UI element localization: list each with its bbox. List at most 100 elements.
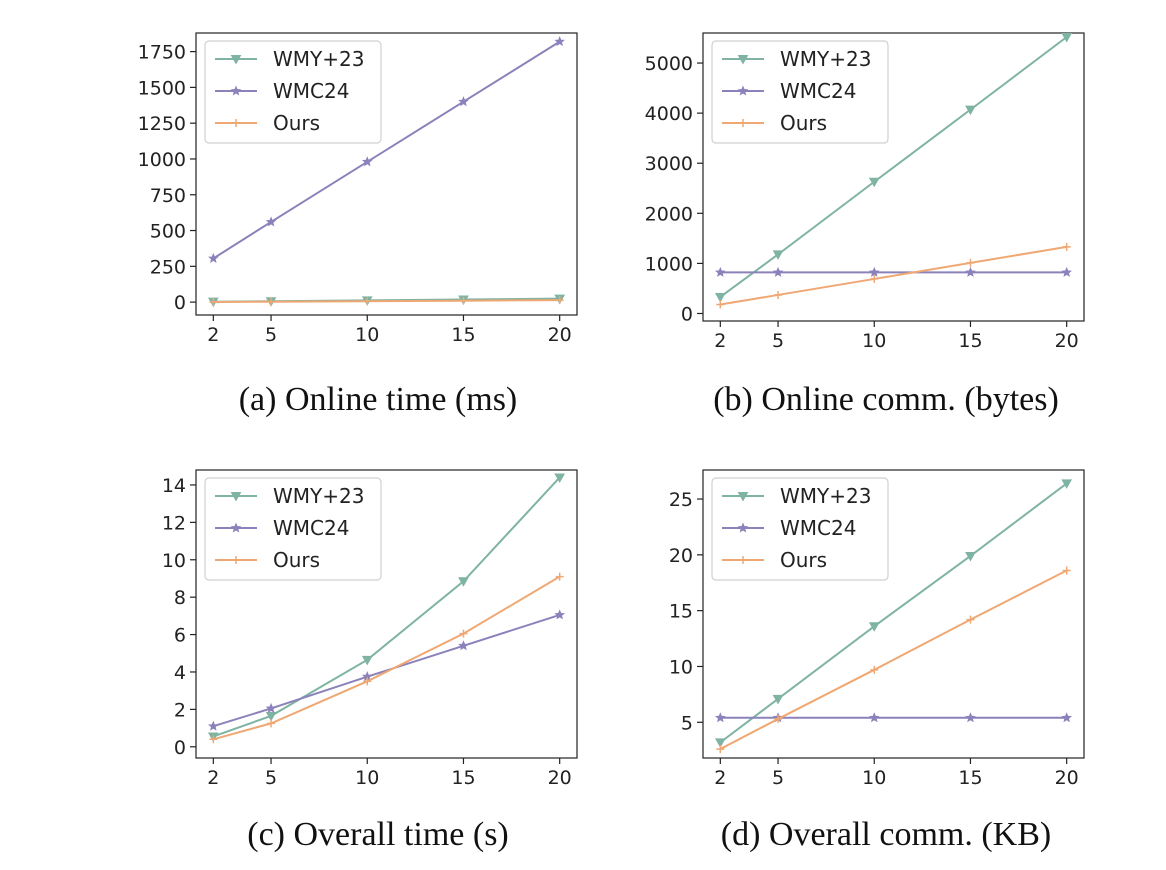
series-wmy-23 [714,33,1073,303]
x-tick-label: 2 [714,767,726,789]
legend: WMY+23 WMC24 Ours [204,477,382,581]
data-point [870,665,879,674]
chart-panel-2: 0 1000 2000 3000 4000 5000 2 5 10 15 20 WMY+23 WMC24… [645,32,1085,418]
series-wmy-23 [714,479,1073,748]
legend-label: Ours [273,111,320,135]
legend-marker [230,55,242,65]
series-ours [716,242,1071,309]
plot-frame [195,469,578,759]
data-point [209,297,218,306]
data-point [458,577,469,587]
x-tick-label: 10 [355,767,379,789]
y-tick-label: 14 [162,475,186,497]
data-point [267,719,276,728]
y-tick-label: 4000 [645,103,693,125]
series-wmc24 [715,266,1072,277]
x-tick-label: 20 [548,324,572,346]
data-point [209,735,218,744]
data-point [1061,33,1073,43]
x-tick-label: 15 [958,330,982,352]
series-wmc24 [715,712,1072,723]
y-tick-label: 1750 [138,42,186,64]
data-point [774,290,783,299]
plot-frame [195,32,578,316]
legend-box [204,477,382,581]
data-point [554,36,565,47]
data-point [458,96,469,107]
x-tick-label: 15 [451,324,475,346]
data-point [965,266,976,277]
data-point [265,702,277,713]
data-point [715,712,726,723]
legend-label: WMY+23 [780,484,871,508]
data-point [870,274,879,283]
y-tick-label: 2000 [645,203,693,225]
legend-marker [739,119,747,127]
series-line [719,569,1068,750]
y-tick-label: 5 [681,712,693,734]
legend-marker [230,85,242,96]
data-point [1061,712,1072,723]
x-tick-label: 10 [862,767,886,789]
data-point [966,258,975,267]
data-point [1062,566,1071,575]
legend-label: WMY+23 [273,484,364,508]
legend-marker [737,492,749,502]
y-tick-label: 4 [174,662,186,684]
data-point [965,712,976,723]
legend-label: WMC24 [780,79,856,103]
x-tick-label: 15 [451,767,475,789]
y-tick-label: 500 [150,221,186,243]
legend-box [204,40,382,144]
data-point [965,105,976,116]
legend: WMY+23 WMC24 Ours [711,40,889,144]
y-tick-label: 0 [174,737,186,759]
y-tick-label: 5000 [645,53,693,75]
chart-panel-1: 0 250 500 750 1000 1250 1500 1750 2 5 10 15 20 WMY+23… [138,32,578,418]
data-point [459,296,468,305]
x-tick-label: 10 [862,330,886,352]
data-point [1061,479,1073,489]
legend-box [711,477,889,581]
data-point [716,300,725,309]
legend-marker [737,55,749,65]
data-point [772,250,784,260]
x-tick-label: 20 [1055,330,1079,352]
x-tick-label: 2 [207,324,219,346]
legend-box [711,40,889,144]
data-point [1061,266,1072,277]
data-point [361,655,373,666]
x-tick-label: 20 [1055,767,1079,789]
y-tick-label: 1000 [645,253,693,275]
x-tick-label: 5 [265,767,277,789]
legend-label: WMY+23 [273,47,364,71]
data-point [554,609,565,620]
series-line [720,245,1067,306]
y-tick-label: 1250 [138,113,186,135]
y-tick-label: 8 [174,587,186,609]
subfigure-caption: (c) Overall time (s) [247,816,509,853]
subfigure-caption: (a) Online time (ms) [239,381,518,418]
data-point [715,266,726,277]
y-tick-label: 10 [162,550,186,572]
data-point [868,712,880,723]
x-tick-label: 5 [265,324,277,346]
y-tick-label: 12 [162,512,186,534]
legend-label: WMC24 [273,79,349,103]
legend-label: Ours [780,111,827,135]
legend: WMY+23 WMC24 Ours [204,40,382,144]
data-point [458,640,469,651]
y-tick-label: 6 [174,625,186,647]
y-tick-label: 3000 [645,153,693,175]
data-point [361,156,373,167]
x-tick-label: 15 [958,767,982,789]
legend-marker [232,119,240,127]
data-point [363,677,372,686]
data-point [208,720,219,731]
data-point [714,738,726,748]
legend-marker [230,492,242,502]
data-point [868,622,880,632]
data-point [265,711,277,722]
